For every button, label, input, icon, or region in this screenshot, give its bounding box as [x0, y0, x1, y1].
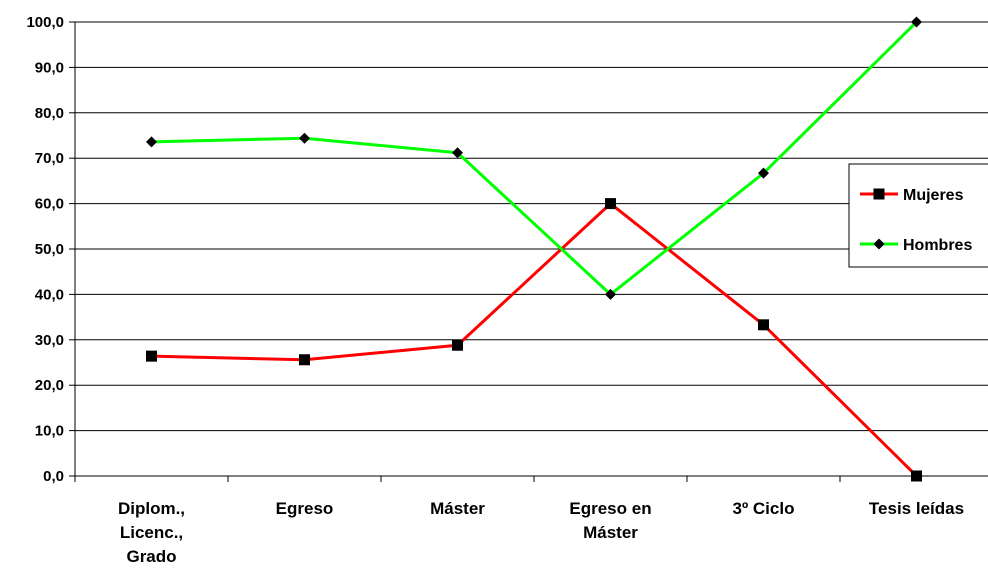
x-tick-label: Diplom., Licenc., Grado — [118, 499, 185, 566]
data-point — [911, 470, 922, 482]
y-tick-label: 30,0 — [35, 332, 64, 349]
data-point — [911, 16, 922, 28]
legend-label: Hombres — [903, 237, 972, 254]
y-tick-label: 0,0 — [43, 468, 64, 485]
y-tick-label: 10,0 — [35, 423, 64, 440]
series-hombres — [146, 16, 922, 300]
series-line — [151, 20, 918, 296]
x-tick-label: Tesis leídas — [869, 499, 964, 518]
data-point — [452, 339, 463, 351]
x-tick-label: Máster — [430, 499, 485, 518]
y-tick-label: 50,0 — [35, 241, 64, 258]
gridlines — [75, 21, 988, 432]
data-point — [605, 198, 616, 210]
x-tick-label-line: Máster — [583, 523, 638, 542]
series-line — [151, 202, 918, 478]
y-axis-ticks: 0,0 10,0 20,0 30,0 40,0 50,0 60,0 70,0 80,0 90,0 1… — [26, 14, 75, 485]
data-point — [146, 350, 157, 362]
data-point — [758, 167, 769, 179]
y-tick-label: 90,0 — [35, 59, 64, 76]
legend-swatch-marker — [873, 238, 885, 250]
x-tick-label-line: Egreso — [276, 499, 334, 518]
legend: Mujeres Hombres — [848, 163, 988, 268]
x-tick-label-line: Diplom., — [118, 499, 185, 518]
x-tick-label-line: Egreso en — [569, 499, 651, 518]
x-tick-label: 3º Ciclo — [733, 499, 795, 518]
data-point — [299, 354, 310, 366]
data-point — [299, 132, 310, 144]
y-tick-label: 70,0 — [35, 150, 64, 167]
x-tick-label-line: Licenc., — [120, 523, 183, 542]
data-point — [146, 136, 157, 148]
data-point — [605, 288, 616, 300]
y-tick-label: 60,0 — [35, 196, 64, 213]
legend-label: Mujeres — [903, 187, 964, 204]
series-layer — [146, 16, 922, 482]
legend-box — [848, 163, 988, 268]
x-tick-label: Egreso — [276, 499, 334, 518]
x-tick-label: Egreso en Máster — [569, 499, 651, 542]
y-tick-label: 40,0 — [35, 286, 64, 303]
x-tick-label-line: 3º Ciclo — [733, 499, 795, 518]
y-tick-label: 20,0 — [35, 377, 64, 394]
x-tick-label-line: Tesis leídas — [869, 499, 964, 518]
x-tick-label-line: Máster — [430, 499, 485, 518]
data-point — [452, 147, 463, 159]
series-mujeres — [146, 198, 922, 482]
legend-swatch-marker — [873, 188, 885, 200]
x-tick-label-line: Grado — [126, 547, 176, 566]
y-tick-label: 80,0 — [35, 105, 64, 122]
data-point — [758, 319, 769, 331]
y-tick-label: 100,0 — [26, 14, 64, 31]
